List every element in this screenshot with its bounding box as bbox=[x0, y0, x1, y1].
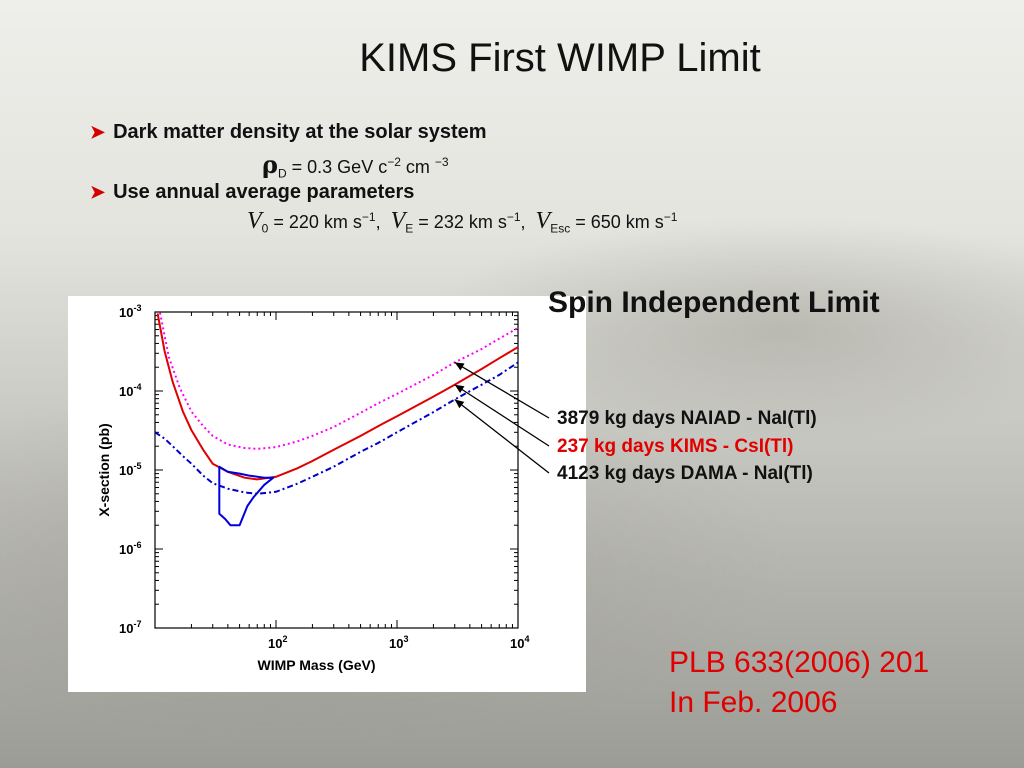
x-tick-label: 104 bbox=[510, 634, 529, 651]
y-tick-label-base: 10 bbox=[119, 463, 133, 478]
x-axis-label: WIMP Mass (GeV) bbox=[258, 657, 376, 673]
vesc-exp: −1 bbox=[663, 210, 678, 224]
bullet-annual: ➤ Use annual average parameters bbox=[90, 181, 414, 204]
y-tick-label-base: 10 bbox=[119, 305, 133, 320]
legend-kims: 237 kg days KIMS - CsI(Tl) bbox=[557, 436, 794, 457]
v0-exp: −1 bbox=[361, 210, 376, 224]
arrow-to-dama-head bbox=[454, 399, 465, 409]
reference-line1: PLB 633(2006) 201 bbox=[669, 646, 929, 680]
y-tick-label-exp: -3 bbox=[133, 303, 141, 313]
y-tick-label: 10-3 bbox=[119, 303, 141, 320]
rho-subscript: D bbox=[277, 166, 287, 181]
vesc-symbol: V bbox=[535, 208, 551, 234]
spin-independent-title: Spin Independent Limit bbox=[548, 286, 880, 319]
y-tick-label-exp: -5 bbox=[133, 461, 141, 471]
density-value: = 0.3 GeV c bbox=[286, 157, 388, 177]
dama-allowed-region bbox=[218, 465, 275, 527]
ve-symbol: V bbox=[390, 208, 406, 234]
y-tick-label-base: 10 bbox=[119, 542, 133, 557]
x-tick-label-exp: 3 bbox=[403, 634, 408, 644]
y-tick-label: 10-6 bbox=[119, 540, 141, 557]
kims-limit-curve bbox=[156, 313, 518, 481]
y-tick-label: 10-7 bbox=[119, 619, 141, 636]
y-tick-label-exp: -4 bbox=[133, 382, 141, 392]
x-tick-label-base: 10 bbox=[268, 636, 282, 651]
reference-volume: 633 bbox=[734, 646, 785, 679]
arrow-to-kims-head bbox=[454, 384, 465, 394]
x-tick-label: 102 bbox=[268, 634, 287, 651]
ve-exp: −1 bbox=[506, 210, 521, 224]
bullet-annual-text: Use annual average parameters bbox=[113, 181, 415, 203]
v0-symbol: V bbox=[247, 208, 262, 234]
density-formula: ρD = 0.3 GeV c−2 cm −3 bbox=[262, 150, 449, 181]
x-tick-label-base: 10 bbox=[510, 636, 524, 651]
reference-prefix: PLB bbox=[669, 646, 735, 679]
bullet-arrow-icon: ➤ bbox=[90, 122, 106, 142]
naiad-limit-curve bbox=[159, 312, 518, 450]
reference-line2: In Feb. 2006 bbox=[669, 686, 838, 719]
x-tick-label-exp: 2 bbox=[282, 634, 287, 644]
velocity-formula: V0 = 220 km s−1, VE = 232 km s−1, VEsc =… bbox=[247, 208, 678, 236]
ve-value: = 232 km s bbox=[413, 212, 507, 232]
arrow-to-dama bbox=[454, 399, 550, 474]
arrow-to-naiad bbox=[454, 361, 550, 419]
bullet-density: ➤ Dark matter density at the solar system bbox=[90, 121, 487, 144]
x-tick-label: 103 bbox=[389, 634, 408, 651]
x-tick-label-base: 10 bbox=[389, 636, 403, 651]
v0-value: = 220 km s bbox=[268, 212, 362, 232]
y-tick-label-exp: -7 bbox=[133, 619, 141, 629]
y-tick-label-base: 10 bbox=[119, 621, 133, 636]
bullet-density-text: Dark matter density at the solar system bbox=[113, 121, 487, 143]
y-tick-label-exp: -6 bbox=[133, 540, 141, 550]
arrow-to-kims bbox=[454, 384, 550, 447]
rho-symbol: ρ bbox=[262, 150, 278, 179]
arrow-to-naiad-head bbox=[454, 362, 465, 371]
vesc-subscript: Esc bbox=[550, 221, 571, 236]
legend-dama: 4123 kg days DAMA - NaI(Tl) bbox=[557, 463, 813, 484]
reference-suffix: (2006) 201 bbox=[784, 646, 930, 679]
plot-frame bbox=[154, 311, 519, 629]
density-exp-c: −2 bbox=[387, 155, 401, 169]
v0-subscript: 0 bbox=[261, 221, 269, 236]
y-axis-label: X-section (pb) bbox=[96, 423, 112, 516]
dama-limit-curve bbox=[155, 361, 518, 495]
y-tick-label: 10-5 bbox=[119, 461, 141, 478]
y-tick-label: 10-4 bbox=[119, 382, 141, 399]
bullet-arrow-icon: ➤ bbox=[90, 182, 106, 202]
legend-naiad: 3879 kg days NAIAD - NaI(Tl) bbox=[557, 408, 817, 429]
vesc-value: = 650 km s bbox=[570, 212, 664, 232]
density-unit-cm: cm bbox=[400, 157, 435, 177]
density-exp-cm: −3 bbox=[434, 155, 449, 169]
x-tick-label-exp: 4 bbox=[524, 634, 529, 644]
y-tick-label-base: 10 bbox=[119, 384, 133, 399]
ve-subscript: E bbox=[405, 221, 414, 236]
slide-title: KIMS First WIMP Limit bbox=[359, 36, 761, 80]
